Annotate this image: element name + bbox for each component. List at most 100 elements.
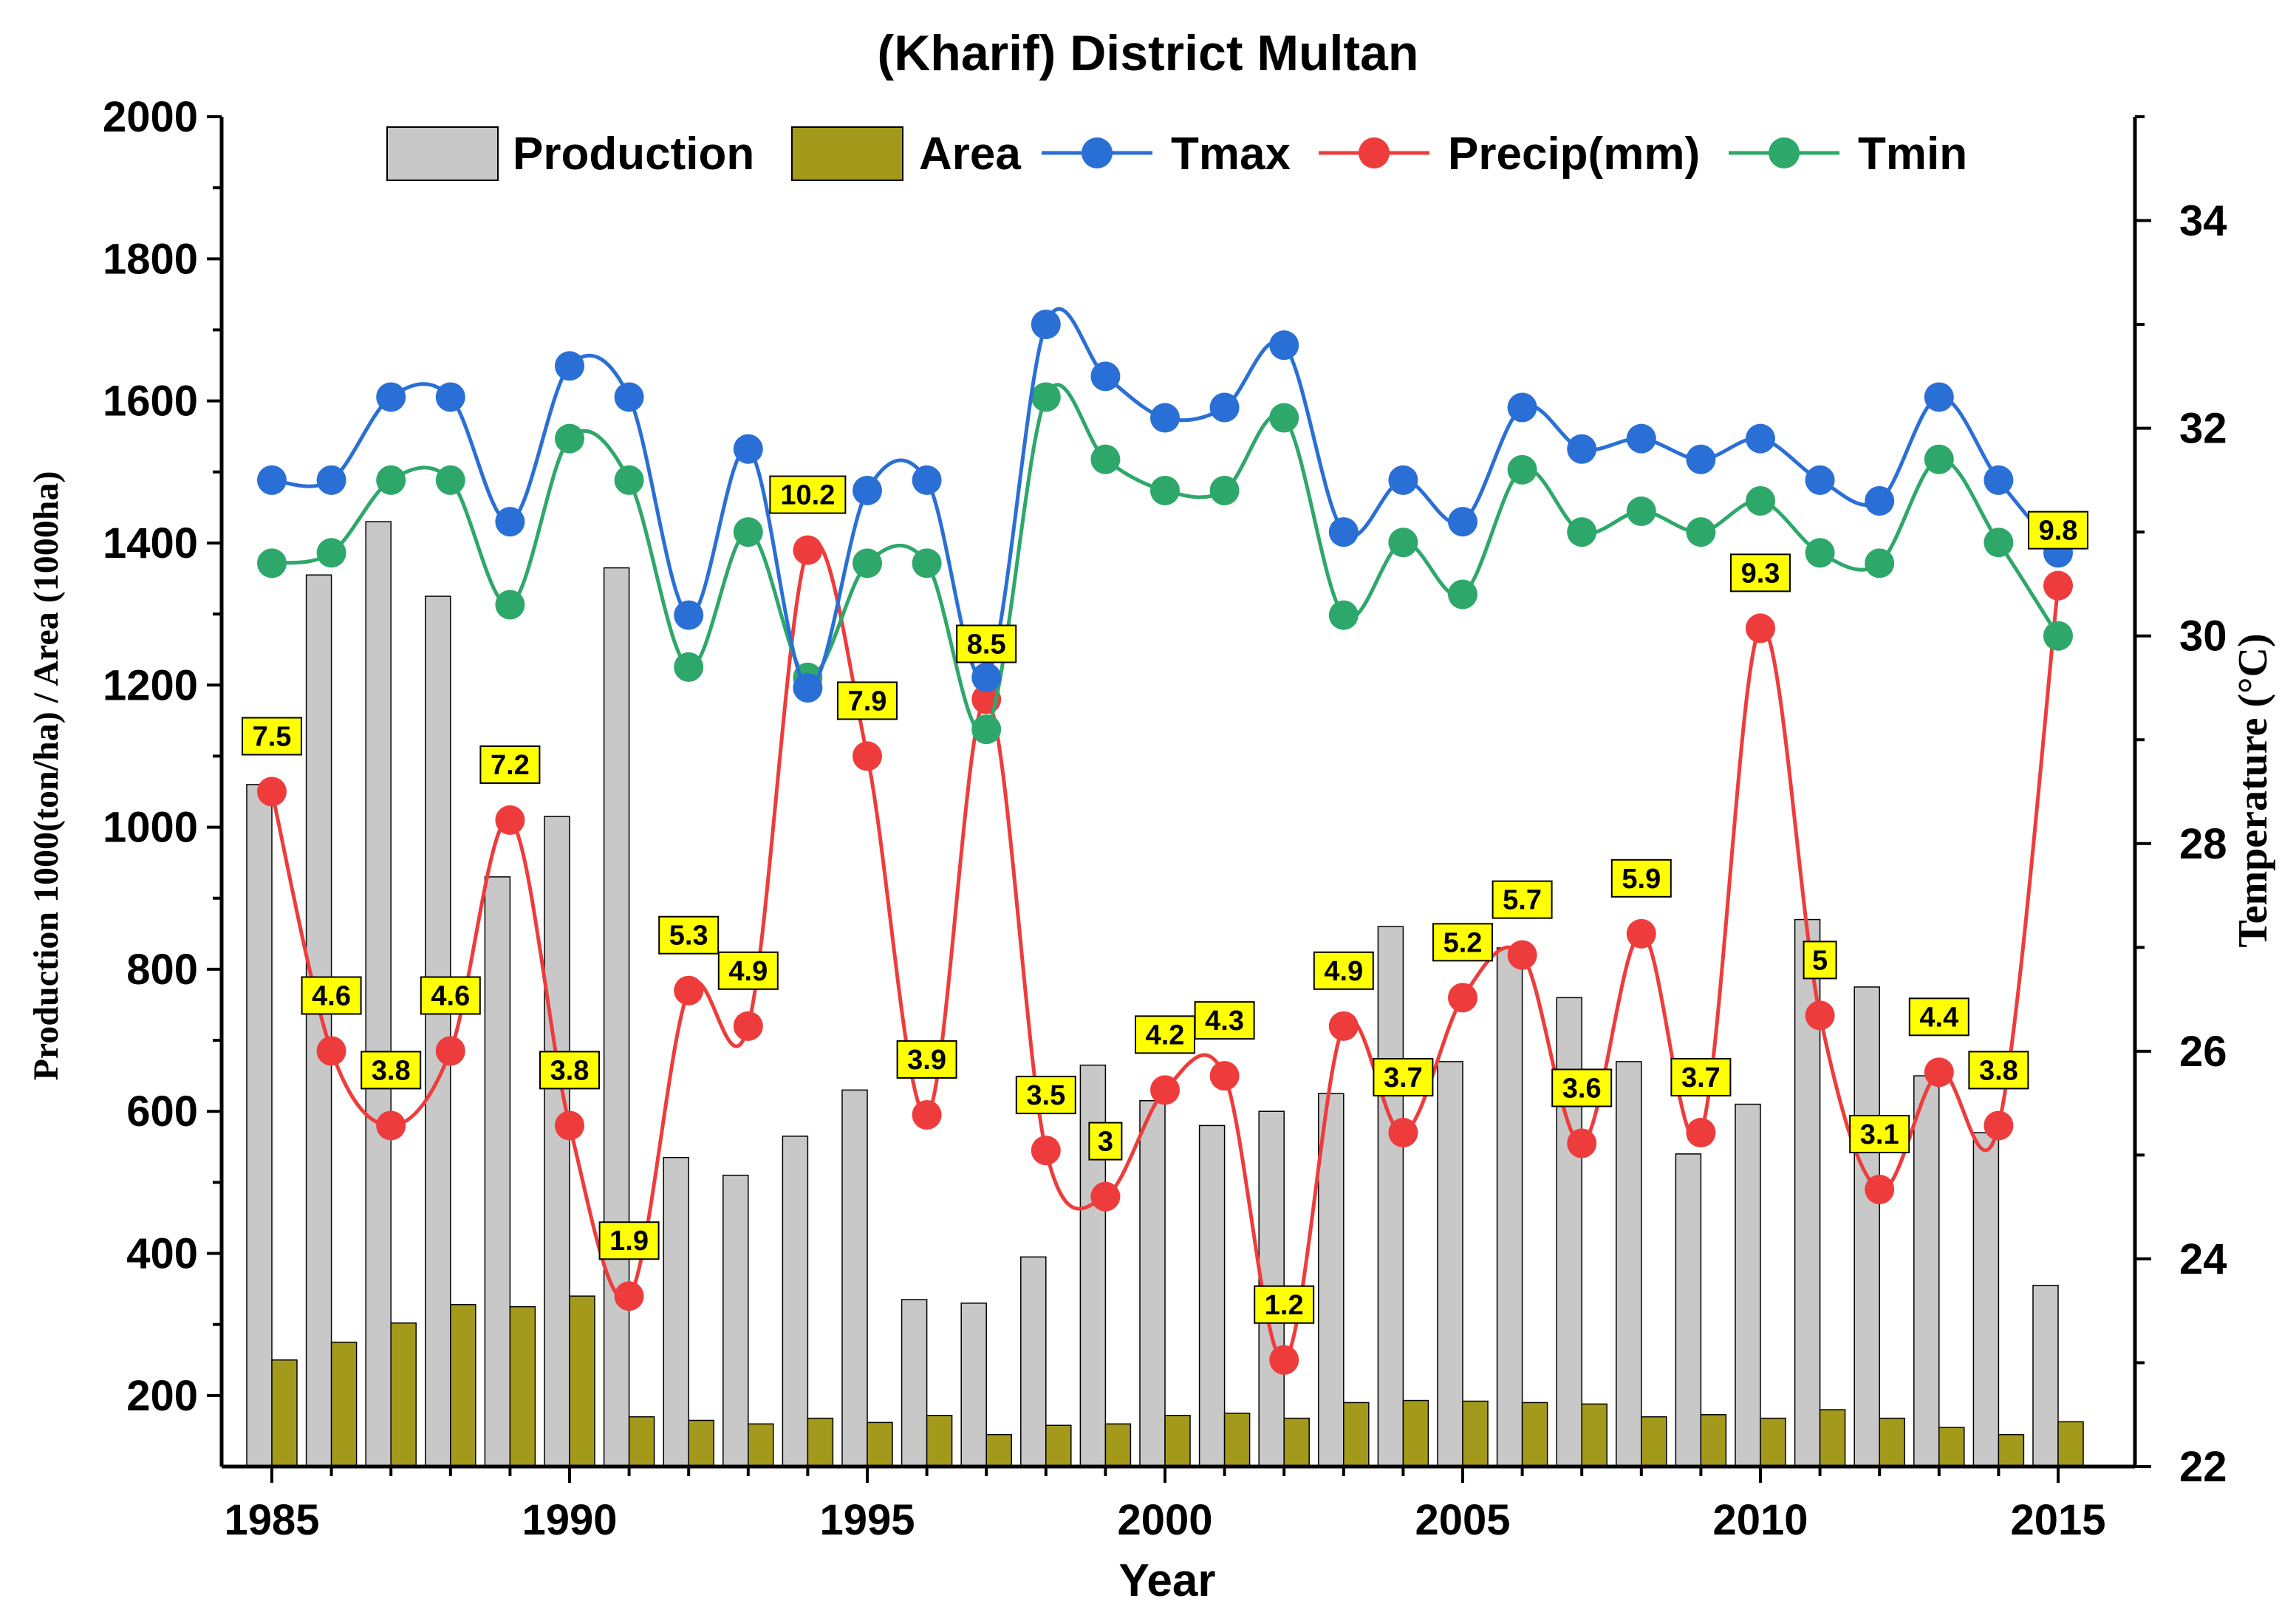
production-bar-1995	[841, 1089, 868, 1467]
y-right-tick-label: 22	[2179, 1443, 2227, 1491]
precip-point-2014	[1984, 1110, 2014, 1141]
legend-production-label: Production	[513, 129, 754, 180]
area-bar-2002	[1283, 1417, 1310, 1467]
production-bar-1989	[484, 876, 511, 1467]
precip-label-1992: 5.3	[669, 921, 708, 952]
tmin-point-1998	[1031, 382, 1061, 412]
tmin-point-2012	[1865, 548, 1895, 578]
area-bar-1986	[330, 1341, 358, 1467]
precip-point-2010	[1746, 613, 1775, 644]
precip-label-2012: 3.1	[1860, 1119, 1899, 1150]
production-bar-1998	[1020, 1256, 1047, 1467]
production-bar-2008	[1616, 1061, 1642, 1467]
precip-label-2004: 3.7	[1384, 1062, 1423, 1093]
x-tick-label: 2005	[1415, 1496, 1510, 1544]
precip-label-box-2008	[1610, 859, 1672, 898]
production-bar-1993	[722, 1175, 749, 1467]
tmax-point-1994	[793, 672, 823, 703]
precip-label-2008: 5.9	[1622, 864, 1661, 895]
precip-label-box-1987	[361, 1051, 422, 1090]
precip-label-box-1992	[658, 915, 720, 955]
legend-tmin-label: Tmin	[1858, 129, 1967, 180]
precip-point-1994	[793, 535, 823, 565]
area-bar-2011	[1819, 1409, 1846, 1467]
precip-label-box-2015	[2028, 511, 2088, 550]
precip-label-2005: 5.2	[1443, 927, 1483, 958]
chart-title: (Kharif) District Multan	[878, 25, 1419, 81]
area-bar-2000	[1164, 1415, 1191, 1467]
production-bar-1986	[305, 574, 332, 1467]
precip-point-2000	[1150, 1075, 1180, 1105]
production-bar-1992	[663, 1156, 689, 1467]
y-left-tick-label: 600	[126, 1088, 198, 1136]
tmin-point-1985	[257, 548, 287, 578]
production-bar-2007	[1556, 997, 1582, 1467]
area-bar-2012	[1879, 1417, 1905, 1467]
tmax-point-1996	[912, 465, 942, 495]
precip-point-2013	[1924, 1057, 1954, 1088]
tick-labels: 200 400 600 800 1000 1200 1400 1600 1800 2000 22 24…	[103, 93, 2227, 1544]
area-bar-1985	[271, 1359, 298, 1467]
production-bar-2005	[1437, 1061, 1463, 1467]
legend-precip-marker	[1359, 137, 1390, 168]
tmin-point-2014	[1984, 528, 2014, 558]
area-bar-2009	[1700, 1414, 1727, 1467]
precip-label-1993: 4.9	[728, 956, 768, 987]
precip-label-box-2003	[1313, 951, 1374, 990]
tmin-point-1986	[316, 538, 346, 568]
precip-point-2001	[1209, 1061, 1240, 1091]
tmin-point-1989	[495, 590, 525, 620]
area-bar-1991	[628, 1416, 655, 1467]
precip-label-box-2013	[1908, 997, 1969, 1037]
legend-tmax-label: Tmax	[1171, 129, 1291, 180]
tmax-point-1988	[435, 382, 465, 412]
tmax-point-1995	[853, 475, 882, 505]
tmax-point-1986	[316, 465, 346, 495]
tmax-point-2011	[1805, 465, 1835, 495]
tmax-point-2001	[1209, 392, 1240, 423]
y-right-tick-label: 24	[2179, 1235, 2227, 1283]
area-bar-2005	[1462, 1400, 1489, 1467]
precip-point-1985	[257, 776, 287, 807]
precip-label-box-1993	[717, 951, 779, 990]
y-left-tick-label: 1000	[103, 804, 198, 852]
tmin-point-1997	[971, 714, 1002, 745]
precip-point-1996	[912, 1100, 942, 1130]
production-bar-1987	[365, 521, 392, 1467]
tmin-point-1988	[435, 465, 465, 495]
precip-point-1987	[376, 1110, 406, 1141]
precip-label-1986: 4.6	[312, 980, 351, 1011]
tmin-point-1987	[376, 465, 406, 495]
tmax-point-2003	[1328, 517, 1359, 547]
area-bar-2007	[1581, 1403, 1607, 1467]
tmin-point-2006	[1507, 454, 1537, 485]
area-bar-1999	[1104, 1423, 1132, 1467]
precip-point-2006	[1507, 940, 1537, 970]
precip-label-box-1996	[896, 1040, 957, 1079]
precip-label-box-2000	[1135, 1015, 1195, 1054]
production-bar-2003	[1318, 1093, 1345, 1467]
production-bar-2004	[1377, 926, 1404, 1467]
precip-label-box-2010	[1730, 553, 1791, 593]
precip-point-1998	[1031, 1136, 1061, 1166]
area-bar-1996	[926, 1415, 953, 1467]
area-bar-2015	[2057, 1421, 2084, 1467]
y-axis-left-label: Production 1000(ton/ha) / Area (1000ha)	[27, 471, 66, 1081]
precip-point-2002	[1269, 1345, 1299, 1375]
precip-label-box-2004	[1373, 1058, 1434, 1097]
precip-point-1993	[733, 1011, 763, 1041]
precip-point-2005	[1448, 983, 1477, 1013]
tmax-point-1987	[376, 382, 406, 412]
precip-label-1998: 3.5	[1026, 1080, 1065, 1111]
precip-label-box-2014	[1968, 1051, 2029, 1090]
tmin-point-2013	[1924, 444, 1954, 474]
tmax-point-1993	[733, 434, 763, 464]
tmin-point-2015	[2043, 621, 2073, 651]
tmax-point-1990	[555, 351, 584, 381]
area-bar-2014	[1998, 1433, 2025, 1467]
production-bar-2015	[2032, 1285, 2059, 1467]
precip-label-1995: 7.9	[848, 686, 887, 717]
production-bar-1990	[544, 816, 570, 1467]
production-bar-2001	[1198, 1124, 1226, 1467]
